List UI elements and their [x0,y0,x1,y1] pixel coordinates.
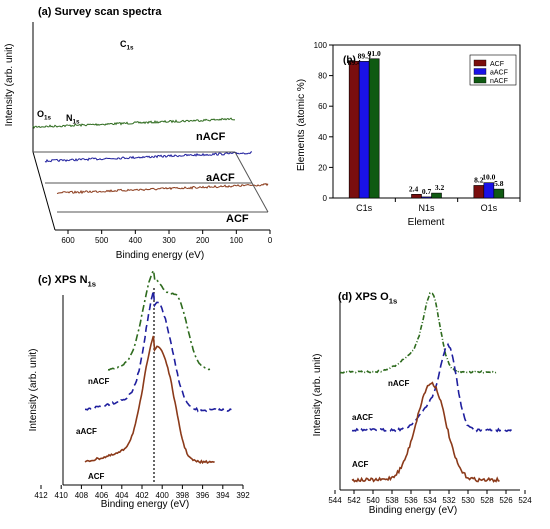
panel-b-legend-swatch-ACF [473,59,487,67]
panel-c-x-tick-label: 404 [115,491,129,500]
panel-d-label-aACF: aACF [352,413,373,422]
panel-a-peak-N1s: N1s [66,113,80,126]
panel-c-title: (c) XPS N1s [38,274,96,288]
panel-b-bar-label-nACF: 3.2 [435,183,445,192]
panel-c-x-label: Binding energy (eV) [101,499,189,510]
panel-d-x-tick-label: 530 [461,496,475,505]
panel-b-legend-label-ACF: ACF [490,61,504,68]
panel-d-label-nACF: nACF [388,379,409,388]
panel-a-label-ACF: ACF [226,213,249,225]
panel-d-ACF-line [351,381,500,483]
panel-d-nACF-line [339,292,497,374]
panel-c-x-tick-label: 400 [156,491,170,500]
panel-a-y-label: Intensity (arb. unit) [4,44,15,127]
panel-d-label-ACF: ACF [352,460,369,469]
panel-a-label-nACF: nACF [196,131,226,143]
panel-b-bar-label-ACF: 8.2 [474,175,484,184]
panel-c-x-tick-label: 392 [236,491,250,500]
panel-d-x-tick-label: 542 [347,496,361,505]
panel-b-bar-aACF [358,61,370,199]
panel-a-x-tick-label: 0 [268,236,273,245]
panel-b-bar-nACF [368,58,380,199]
panel-a-shelf-edge-1 [234,151,253,184]
panel-b-y-tick-label: 20 [318,163,327,172]
panel-c-label-aACF: aACF [76,427,97,436]
panel-b-bar-ACF [473,185,485,199]
panel-d-x-tick-label: 540 [366,496,380,505]
panel-a-x-label: Binding energy (eV) [116,250,204,261]
panel-b-bar-nACF [431,192,442,199]
panel-b-legend-swatch-aACF [473,68,487,75]
panel-a-ACF-line [56,182,269,195]
panel-c-x-tick-label: 412 [34,491,48,500]
panel-c-x-tick-label: 398 [176,491,190,500]
panel-b-bar-label-aACF: 0.7 [422,187,432,196]
panel-b-legend-label-nACF: nACF [490,78,508,85]
panel-d-x-tick-label: 538 [385,496,399,505]
panel-a-label-aACF: aACF [206,172,235,184]
panel-b-y-tick-label: 0 [323,194,328,203]
panel-a-x-tick-label: 600 [61,236,75,245]
panel-d-aACF-line [351,342,513,433]
panel-a-x-tick-label: 300 [162,236,176,245]
panel-b-bar-ACF [411,194,422,199]
panel-c-x-tick-label: 396 [196,491,210,500]
panel-b-y-tick-label: 80 [318,72,327,81]
panel-a-x-tick-label: 400 [129,236,143,245]
panel-c-x-tick-label: 402 [135,491,149,500]
panel-b-bar-label-aACF: 89.3 [358,51,371,60]
panel-d-x-tick-label: 528 [480,496,494,505]
panel-b-category-label: O1s [481,203,498,213]
panel-c-ACF-line [84,335,215,465]
panel-b-category-label: C1s [356,203,373,213]
panel-b-bar-aACF [421,196,432,199]
panel-d-x-tick-label: 532 [442,496,456,505]
panel-d-x-tick-label: 536 [404,496,418,505]
panel-a-perspective-line [32,151,56,231]
panel-a-x-tick-label: 200 [196,236,210,245]
panel-a-shelf-edge-2 [251,182,269,213]
panel-b-bar-nACF [493,188,505,199]
panel-a-x-tick-label: 100 [230,236,244,245]
panel-c-x-tick-label: 410 [55,491,69,500]
panel-c-nACF-line [107,268,211,371]
panel-a-peak-C1s: C1s [120,39,134,52]
panel-a-x-tick-label: 500 [95,236,109,245]
panel-c-x-tick-label: 408 [75,491,89,500]
panel-b-bar-ACF [348,60,360,199]
panel-c-x-tick-label: 406 [95,491,109,500]
panel-b-bar-aACF [483,182,495,199]
panel-b-x-label: Element [408,217,445,228]
panel-c-label-nACF: nACF [88,377,109,386]
panel-a-nACF-line [32,117,236,129]
panel-d-x-tick-label: 544 [328,496,342,505]
panel-b-legend-label-aACF: aACF [490,70,508,77]
panel-b-bar-label-aACF: 10.0 [482,173,495,182]
panel-d-y-label: Intensity (arb. unit) [312,354,323,437]
panel-c-y-label: Intensity (arb. unit) [28,349,39,432]
panel-b-y-label: Elements (atomic %) [296,79,307,171]
panel-d-x-tick-label: 526 [499,496,513,505]
panel-b-bar-label-ACF: 89.4 [348,58,361,67]
panel-b-bar-label-nACF: 5.8 [494,179,504,188]
panel-d-x-label: Binding energy (eV) [369,505,457,516]
panel-b-label: (b) [343,55,356,66]
panel-b-legend-swatch-nACF [473,76,487,84]
panel-b-y-tick-label: 40 [318,133,327,142]
panel-d-title: (d) XPS O1s [338,291,397,305]
panel-b-category-label: N1s [418,203,435,213]
panel-d-x-tick-label: 524 [518,496,532,505]
panel-c-label-ACF: ACF [88,472,105,481]
panel-c-aACF-line [84,290,232,413]
panel-a-title: (a) Survey scan spectra [38,6,162,18]
panel-d-x-tick-label: 534 [423,496,437,505]
panel-b-bar-label-nACF: 91.0 [368,49,381,58]
panel-b-bar-label-ACF: 2.4 [409,184,419,193]
panel-a-peak-O1s: O1s [37,109,52,122]
panel-b-y-tick-label: 60 [318,102,327,111]
panel-c-x-tick-label: 394 [216,491,230,500]
panel-b-y-tick-label: 100 [314,41,328,50]
panel-a-aACF-line [44,151,253,163]
